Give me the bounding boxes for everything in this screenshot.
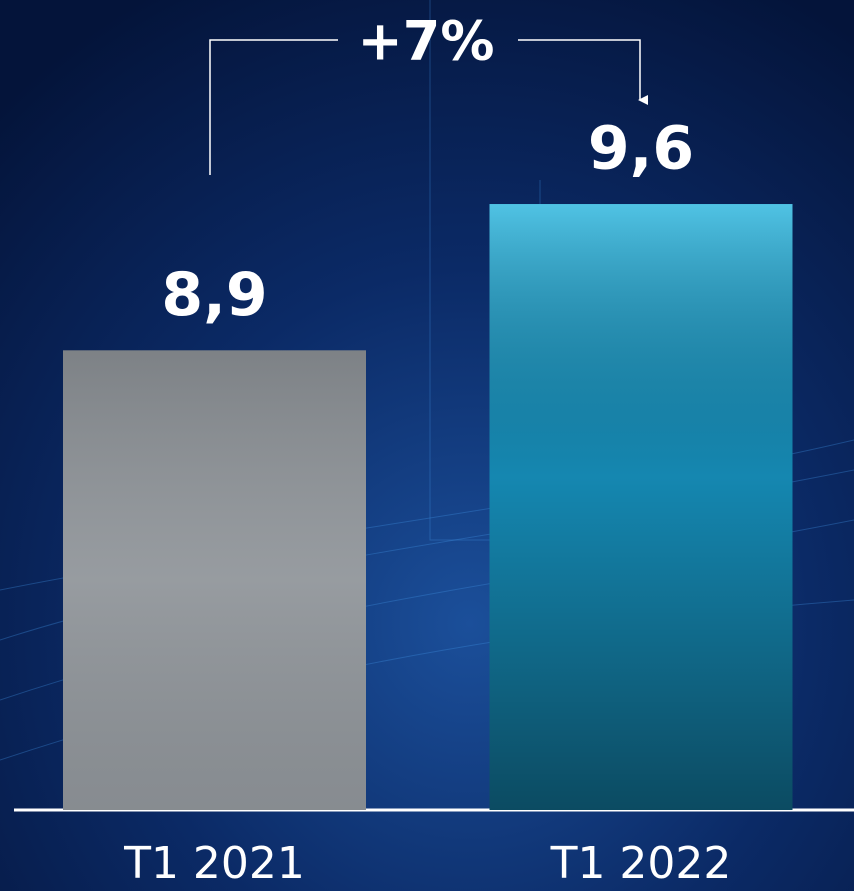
value-label: 9,6 [588,114,694,184]
value-label: 8,9 [161,260,267,330]
bar-shade [489,204,793,811]
x-tick-label: T1 2021 [123,838,305,889]
x-tick-label: T1 2022 [550,838,732,889]
annotation-arrow [518,39,648,105]
bar-shade [63,350,366,810]
annotation-connector [209,39,338,175]
annotation: +7% [358,10,495,73]
